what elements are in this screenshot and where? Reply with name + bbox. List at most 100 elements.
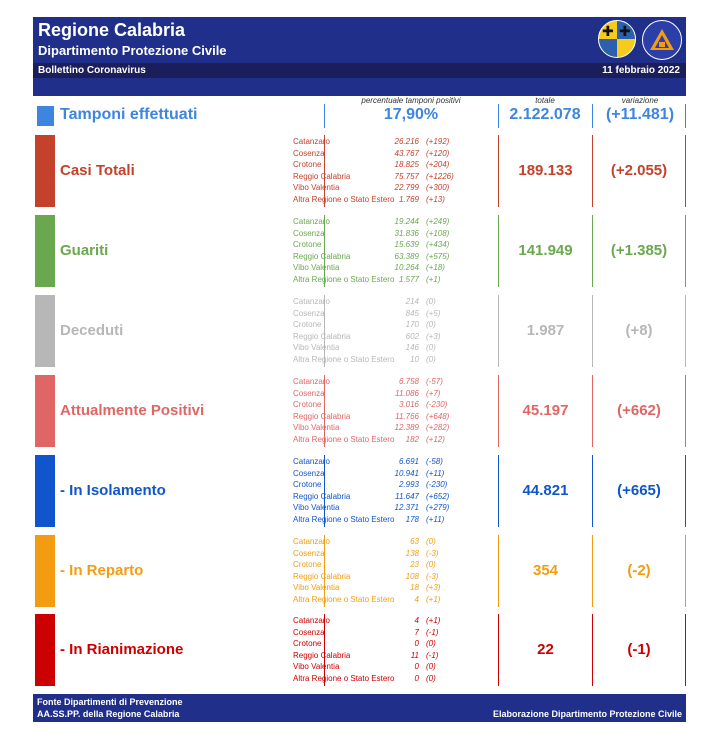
province-name: Catanzaro bbox=[293, 616, 330, 625]
section-divider bbox=[592, 215, 593, 287]
section-variation: (+2.055) bbox=[610, 162, 668, 179]
province-value: 63 bbox=[410, 537, 419, 546]
province-name: Altra Regione o Stato Estero bbox=[293, 355, 395, 364]
province-row: Cosenza 845 (+5) bbox=[292, 309, 462, 321]
section-divider bbox=[498, 614, 499, 686]
section-divider bbox=[498, 535, 499, 607]
tamponi-total: 2.122.078 bbox=[509, 106, 581, 123]
section-divider bbox=[324, 295, 325, 367]
section-label: Casi Totali bbox=[60, 162, 135, 179]
province-delta: (0) bbox=[426, 355, 436, 364]
section-marker bbox=[35, 455, 55, 527]
province-row: Altra Regione o Stato Estero 1.577 (+1) bbox=[292, 275, 462, 287]
province-value: 31.836 bbox=[394, 228, 419, 238]
total-column-label: totale bbox=[535, 96, 555, 105]
section-label: - In Rianimazione bbox=[60, 641, 184, 658]
province-name: Crotone bbox=[293, 560, 322, 570]
province-value: 11.086 bbox=[395, 388, 419, 398]
province-name: Altra Regione o Stato Estero bbox=[293, 595, 395, 604]
section-divider bbox=[498, 455, 499, 527]
province-row: Reggio Calabria 11.766 (+648) bbox=[292, 412, 462, 424]
header-banner: Regione Calabria Dipartimento Protezione… bbox=[33, 17, 686, 96]
province-row: Reggio Calabria 63.389 (+575) bbox=[292, 252, 462, 264]
province-delta: (-1) bbox=[426, 627, 439, 637]
province-delta: (+575) bbox=[426, 251, 450, 261]
section-marker bbox=[35, 295, 55, 367]
province-row: Catanzaro 63 (0) bbox=[292, 537, 462, 549]
province-row: Cosenza 10.941 (+11) bbox=[292, 469, 462, 481]
section-divider bbox=[685, 295, 686, 367]
province-name: Cosenza bbox=[293, 388, 325, 398]
province-row: Crotone 23 (0) bbox=[292, 560, 462, 572]
province-name: Vibo Valentia bbox=[293, 423, 340, 433]
province-row: Cosenza 31.836 (+108) bbox=[292, 229, 462, 241]
province-value: 11.766 bbox=[395, 411, 419, 421]
province-delta: (+5) bbox=[426, 308, 441, 318]
province-row: Vibo Valentia 22.799 (+300) bbox=[292, 183, 462, 195]
province-delta: (-57) bbox=[426, 377, 443, 386]
section-marker bbox=[35, 375, 55, 447]
province-value: 75.757 bbox=[394, 171, 419, 181]
section-variation: (+1.385) bbox=[610, 242, 668, 259]
tamponi-marker bbox=[37, 106, 54, 126]
section-divider bbox=[324, 215, 325, 287]
province-delta: (+204) bbox=[426, 160, 450, 170]
province-delta: (+279) bbox=[426, 503, 450, 513]
province-delta: (+18) bbox=[426, 263, 445, 273]
province-name: Cosenza bbox=[293, 548, 325, 558]
province-row: Crotone 15.639 (+434) bbox=[292, 240, 462, 252]
province-row: Reggio Calabria 11 (-1) bbox=[292, 651, 462, 663]
section-divider bbox=[592, 535, 593, 607]
province-value: 10 bbox=[410, 355, 419, 364]
province-delta: (+13) bbox=[426, 195, 445, 204]
province-name: Vibo Valentia bbox=[293, 662, 340, 672]
province-value: 1.769 bbox=[398, 195, 419, 204]
province-value: 0 bbox=[414, 674, 419, 683]
province-value: 108 bbox=[405, 571, 419, 581]
province-name: Vibo Valentia bbox=[293, 343, 340, 353]
province-row: Reggio Calabria 11.647 (+652) bbox=[292, 492, 462, 504]
province-delta: (+1) bbox=[426, 595, 441, 604]
section-divider bbox=[324, 455, 325, 527]
province-name: Cosenza bbox=[293, 627, 325, 637]
section-variation: (-2) bbox=[627, 562, 651, 579]
province-value: 19.244 bbox=[394, 217, 419, 226]
province-delta: (-230) bbox=[426, 400, 448, 410]
province-row: Reggio Calabria 75.757 (+1226) bbox=[292, 172, 462, 184]
province-name: Altra Regione o Stato Estero bbox=[293, 435, 395, 444]
bulletin-date: 11 febbraio 2022 bbox=[602, 65, 680, 76]
province-value: 3.016 bbox=[398, 400, 419, 410]
province-delta: (+652) bbox=[426, 491, 450, 501]
section-divider bbox=[685, 135, 686, 207]
province-delta: (+3) bbox=[426, 583, 441, 593]
pct-column-label: percentuale tamponi positivi bbox=[361, 96, 461, 105]
province-row: Altra Regione o Stato Estero 182 (+12) bbox=[292, 435, 462, 447]
province-value: 1.577 bbox=[398, 275, 419, 284]
province-name: Vibo Valentia bbox=[293, 583, 340, 593]
province-delta: (+192) bbox=[426, 137, 450, 146]
section-divider bbox=[498, 295, 499, 367]
stat-section: Casi Totali 189.133 (+2.055) Catanzaro 26.21… bbox=[35, 135, 688, 207]
province-value: 4 bbox=[414, 595, 419, 604]
province-value: 845 bbox=[405, 308, 419, 318]
section-total: 1.987 bbox=[526, 322, 565, 339]
province-value: 138 bbox=[405, 548, 419, 558]
province-value: 12.389 bbox=[394, 423, 419, 433]
section-divider bbox=[498, 215, 499, 287]
protezione-civile-logo-icon bbox=[642, 20, 682, 60]
province-name: Cosenza bbox=[293, 228, 325, 238]
province-value: 4 bbox=[414, 616, 419, 625]
section-divider bbox=[592, 135, 593, 207]
section-total: 44.821 bbox=[522, 482, 569, 499]
section-divider bbox=[685, 455, 686, 527]
section-label: Deceduti bbox=[60, 322, 124, 339]
province-delta: (+12) bbox=[426, 435, 445, 444]
province-delta: (+1226) bbox=[426, 171, 454, 181]
section-divider bbox=[592, 295, 593, 367]
province-value: 0 bbox=[414, 639, 419, 649]
province-row: Catanzaro 4 (+1) bbox=[292, 616, 462, 628]
variation-column-label: variazione bbox=[621, 96, 659, 105]
province-value: 10.941 bbox=[394, 468, 419, 478]
province-name: Altra Regione o Stato Estero bbox=[293, 515, 395, 524]
section-marker bbox=[35, 535, 55, 607]
